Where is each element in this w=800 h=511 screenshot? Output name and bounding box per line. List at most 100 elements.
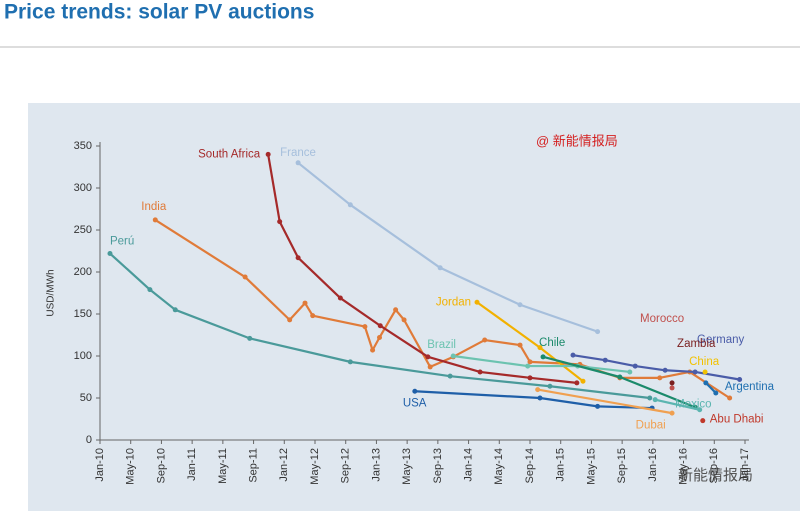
y-tick-label: 300: [74, 182, 92, 194]
series-label: Jordan: [436, 296, 471, 308]
x-tick-label: Sep-11: [247, 448, 259, 483]
watermark: 新能情报局: [678, 467, 753, 484]
y-tick-label: 100: [74, 350, 92, 362]
chart-title: Price trends: solar PV auctions: [4, 1, 314, 24]
series-line: [414, 390, 653, 410]
series-line: [572, 354, 740, 381]
series-label: Dubai: [636, 420, 666, 432]
series-line: [537, 388, 673, 415]
series-label: Chile: [539, 337, 565, 349]
series-label: Brazil: [427, 339, 456, 351]
data-point: [517, 342, 523, 348]
data-point: [627, 369, 633, 375]
series-label: Morocco: [640, 313, 684, 325]
x-tick-label: Jan-10: [94, 448, 106, 482]
data-point: [337, 295, 343, 301]
y-tick-label: 0: [86, 434, 92, 446]
data-point: [537, 345, 543, 351]
x-tick-label: Jan-11: [186, 448, 198, 481]
data-point: [310, 313, 316, 319]
y-tick-label: 200: [74, 266, 92, 278]
data-point: [652, 397, 658, 403]
x-tick-label: May-10: [125, 448, 137, 485]
data-point: [107, 251, 113, 257]
data-point: [525, 363, 531, 369]
watermark: @ 新能情报局: [536, 133, 618, 148]
data-point: [737, 377, 743, 383]
data-point: [152, 217, 158, 223]
data-point: [172, 307, 178, 313]
data-point: [302, 300, 308, 306]
series-label: Perú: [110, 236, 134, 248]
x-tick-label: Jan-17: [739, 448, 751, 482]
data-point: [147, 287, 153, 293]
data-point: [595, 329, 601, 335]
y-axis-label: USD/MWh: [46, 269, 57, 316]
x-tick-label: May-15: [585, 448, 597, 485]
data-point: [669, 380, 675, 386]
data-point: [692, 369, 698, 375]
data-point: [427, 364, 433, 370]
series-line: [109, 252, 650, 400]
series-line: [453, 354, 630, 374]
data-point: [580, 378, 586, 384]
y-tick-label: 350: [74, 140, 92, 152]
data-point: [370, 347, 376, 353]
data-point: [295, 255, 301, 261]
series-label: Zambia: [677, 338, 716, 350]
data-point: [669, 385, 675, 391]
data-point: [277, 219, 283, 225]
data-point: [727, 395, 733, 401]
data-point: [247, 335, 253, 341]
series-line: [654, 398, 700, 411]
series-label: South Africa: [198, 148, 261, 160]
data-point: [295, 160, 301, 166]
data-point: [657, 375, 663, 381]
series-label: Argentina: [725, 381, 775, 393]
x-tick-label: Jan-16: [647, 448, 659, 482]
series-label: India: [141, 201, 167, 213]
data-point: [662, 367, 668, 373]
data-point: [450, 353, 456, 359]
data-point: [347, 202, 353, 208]
x-tick-label: Jan-12: [278, 448, 290, 482]
y-tick-label: 50: [80, 392, 92, 404]
y-tick-label: 150: [74, 308, 92, 320]
y-tick-label: 250: [74, 224, 92, 236]
x-tick-label: Sep-12: [340, 448, 352, 483]
data-point: [347, 359, 353, 365]
series-label: China: [689, 356, 720, 368]
series-label: Mexico: [675, 399, 711, 411]
x-tick-label: Sep-14: [524, 448, 536, 483]
x-tick-label: May-14: [493, 448, 505, 485]
data-point: [447, 373, 453, 379]
data-point: [242, 274, 248, 280]
data-point: [362, 324, 368, 330]
x-tick-label: Jan-14: [462, 448, 474, 482]
data-point: [697, 407, 703, 413]
x-tick-label: Jan-13: [370, 448, 382, 482]
data-point: [287, 317, 293, 323]
series-label: USA: [403, 397, 427, 409]
data-point: [477, 369, 483, 375]
x-tick-label: Sep-16: [708, 448, 720, 483]
data-point: [602, 357, 608, 363]
x-tick-label: Sep-10: [155, 448, 167, 483]
data-point: [570, 352, 576, 358]
data-point: [401, 317, 407, 323]
x-tick-label: May-11: [217, 448, 229, 484]
data-point: [535, 387, 541, 393]
data-point: [574, 380, 580, 386]
data-point: [517, 302, 523, 308]
data-point: [669, 410, 675, 416]
data-point: [474, 299, 480, 305]
data-point: [482, 337, 488, 343]
data-point: [437, 265, 443, 271]
x-tick-label: May-12: [309, 448, 321, 485]
plot-background: [28, 103, 800, 511]
data-point: [412, 388, 418, 394]
series-label: Abu Dhabi: [710, 414, 764, 426]
data-point: [647, 395, 653, 401]
data-point: [540, 354, 546, 360]
